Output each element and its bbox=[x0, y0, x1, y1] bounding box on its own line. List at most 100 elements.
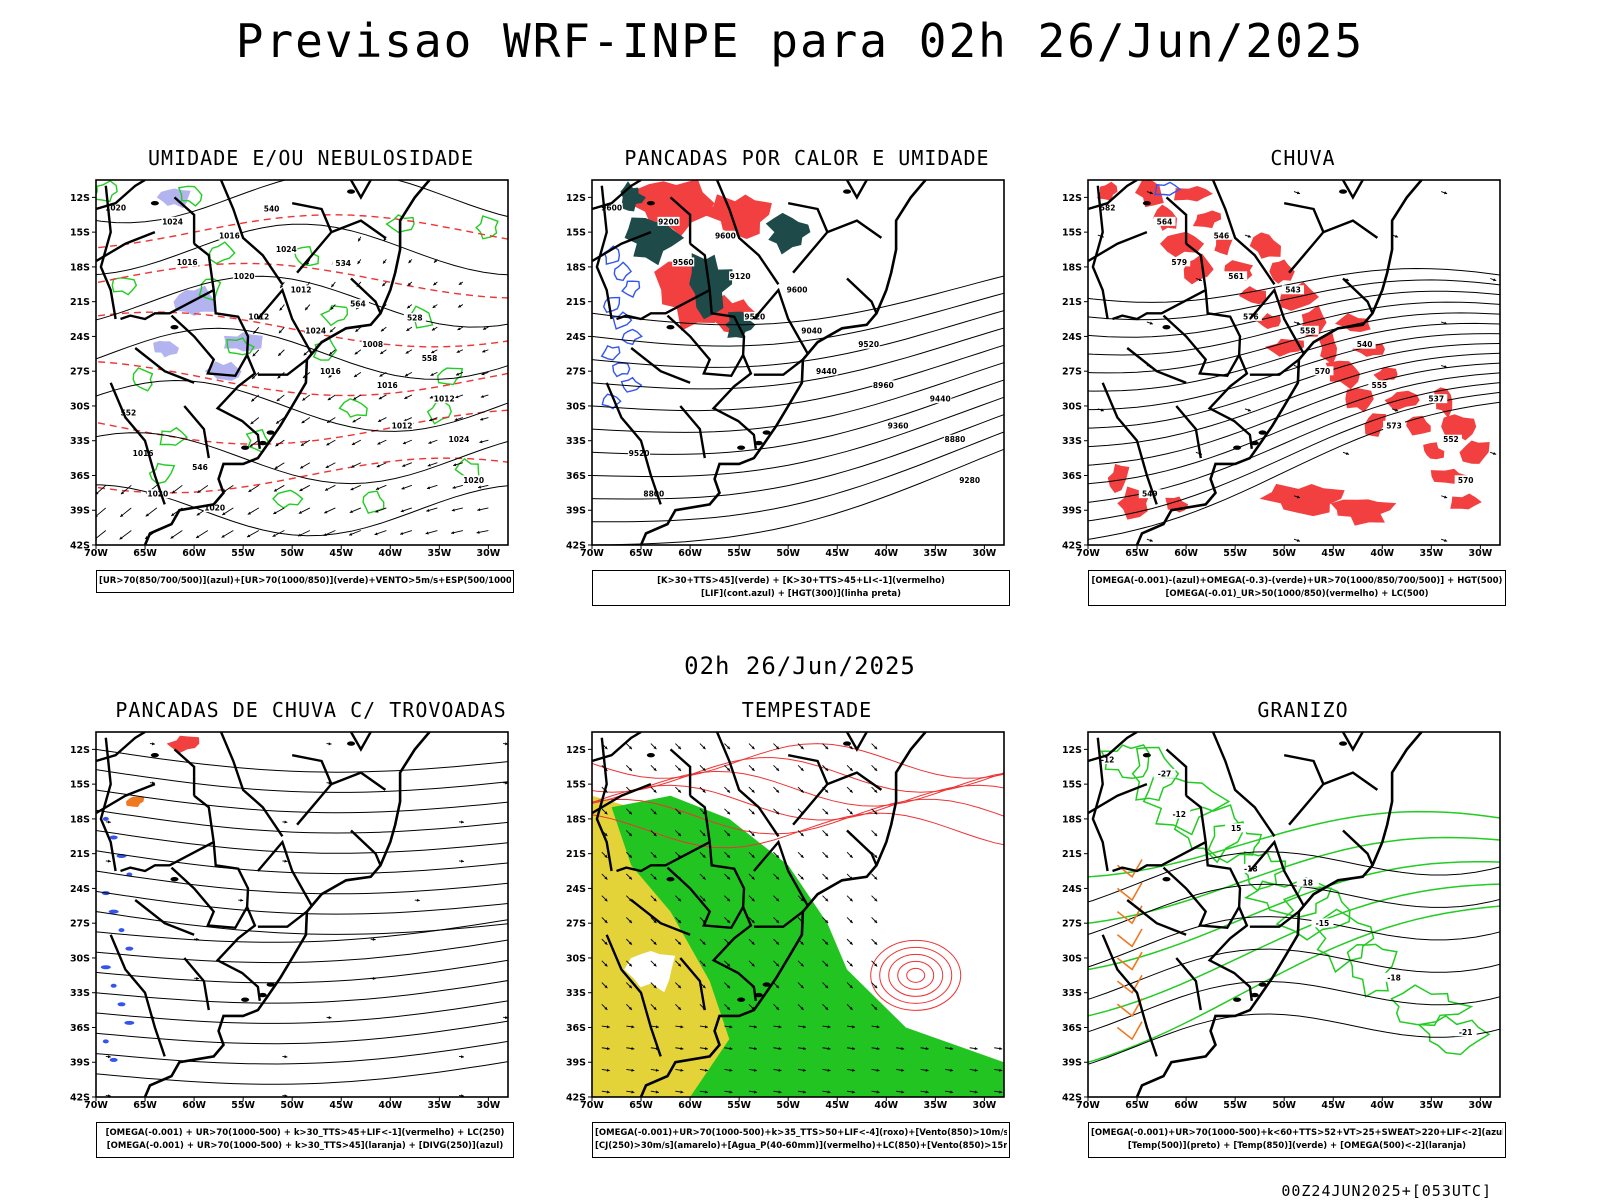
temp850-green-contour bbox=[1312, 908, 1375, 974]
wind-vector-head bbox=[800, 789, 804, 793]
contour-label-bg bbox=[1296, 877, 1319, 887]
streamline-arrow-head bbox=[152, 742, 155, 746]
coastline bbox=[143, 180, 431, 545]
country-border bbox=[183, 405, 210, 459]
wind-vector-head bbox=[378, 419, 382, 422]
lake bbox=[266, 982, 275, 987]
divergence-blue-mark bbox=[110, 983, 117, 988]
temp850-green-contour bbox=[1088, 905, 1500, 1063]
wind-vector-head bbox=[479, 440, 483, 444]
lon-tick-label: 35W bbox=[1419, 1100, 1443, 1111]
lat-tick-label: 12S bbox=[70, 745, 90, 756]
lon-tick-label: 50W bbox=[776, 548, 800, 559]
rain-red-area bbox=[1264, 338, 1305, 357]
legend-line: [OMEGA(-0.001) + UR>70(1000-500) + k>30_… bbox=[105, 1128, 505, 1138]
streamline-arrow-head bbox=[107, 859, 111, 863]
country-border bbox=[846, 829, 878, 866]
humidity-green-contour bbox=[208, 241, 236, 265]
contour-label: 9600 bbox=[601, 203, 622, 212]
contour-label: 9440 bbox=[930, 395, 951, 404]
country-border bbox=[753, 358, 804, 376]
wind-vector-head bbox=[303, 352, 307, 356]
contour-label-bg bbox=[376, 380, 399, 390]
omega-orange-contour bbox=[1116, 905, 1143, 925]
wind-vector-head bbox=[628, 876, 632, 880]
wind-vector-head bbox=[628, 746, 632, 750]
country-border bbox=[1342, 829, 1374, 866]
lat-tick-label: 27S bbox=[566, 367, 586, 378]
pressure-contour bbox=[96, 327, 508, 380]
contour-label: 9440 bbox=[816, 367, 837, 376]
streamline-arrow-head bbox=[1100, 408, 1104, 412]
contour-label: 1024 bbox=[449, 435, 470, 444]
omega-orange-contour bbox=[1116, 859, 1143, 878]
wind-vector-head bbox=[606, 1068, 610, 1072]
streamline-arrow-head bbox=[1443, 191, 1448, 195]
wind-vector-head bbox=[351, 464, 355, 468]
wind-vector-head bbox=[653, 1006, 657, 1010]
map-svg: 5825795765705735705645615585555525495465… bbox=[1062, 179, 1501, 559]
wind-vector-head bbox=[604, 898, 608, 902]
lake bbox=[1142, 200, 1151, 206]
divergence-blue-mark bbox=[118, 928, 125, 933]
streamline-arrow-head bbox=[1247, 234, 1251, 238]
wind-vector-head bbox=[301, 420, 305, 424]
contour-label-bg bbox=[260, 204, 283, 214]
country-border bbox=[1091, 185, 1109, 320]
lat-tick-label: 24S bbox=[70, 884, 90, 895]
country-border bbox=[826, 219, 883, 239]
omega-blue-contour bbox=[1154, 181, 1182, 196]
wind-vector-head bbox=[751, 746, 755, 750]
wind-vector-head bbox=[275, 443, 279, 447]
lat-tick-label: 36S bbox=[1062, 1023, 1082, 1034]
omega-orange-contour bbox=[1116, 951, 1143, 971]
streamline-arrow-head bbox=[372, 976, 376, 980]
contour-label-bg bbox=[418, 353, 441, 363]
lake bbox=[1162, 324, 1171, 330]
wind-vector-head bbox=[631, 1047, 635, 1051]
contour-label-bg bbox=[403, 313, 426, 323]
streamline-arrow-head bbox=[1443, 495, 1448, 499]
wind-vector-head bbox=[482, 326, 487, 330]
streamline bbox=[96, 939, 508, 964]
country-border bbox=[752, 287, 809, 355]
wind-vector-head bbox=[874, 767, 878, 771]
contour-label: 564 bbox=[1157, 217, 1173, 226]
wind-vector-head bbox=[800, 985, 804, 989]
country-border bbox=[173, 196, 196, 244]
streamline-arrow-head bbox=[196, 937, 200, 941]
streamline-arrow-head bbox=[107, 1055, 111, 1059]
legend-line: [OMEGA(-0.001)-(azul)+OMEGA(-0.3)-(verde… bbox=[1091, 576, 1503, 586]
lake bbox=[1258, 982, 1267, 987]
wind-vector-head bbox=[324, 487, 329, 491]
contour-label-bg bbox=[218, 230, 241, 240]
lifted-index-contour bbox=[601, 393, 622, 410]
wind-vector-head bbox=[278, 330, 282, 334]
map-area: 9600 9560 9520 9440 9360 9280 9200 9120 9040 8960… bbox=[592, 180, 1004, 545]
contour-label-bg bbox=[1311, 366, 1334, 376]
lifted-index-contour bbox=[613, 261, 633, 282]
wind-vector-head bbox=[379, 373, 383, 377]
country-border bbox=[1088, 230, 1148, 263]
wind-vector-head bbox=[825, 985, 829, 989]
divergence-blue-mark bbox=[125, 946, 134, 951]
country-border bbox=[666, 289, 746, 378]
streamline-arrow-head bbox=[416, 898, 420, 902]
country-border bbox=[1248, 287, 1305, 355]
wind-vector-head bbox=[653, 789, 657, 793]
humidity-blue-area bbox=[153, 340, 179, 358]
lat-tick-label: 18S bbox=[70, 262, 90, 273]
wind-vector-head bbox=[145, 513, 149, 517]
wind-vector-head bbox=[702, 767, 706, 771]
wind-vector-head bbox=[481, 372, 485, 376]
coastline bbox=[143, 732, 431, 1097]
wind-vector-head bbox=[751, 898, 755, 902]
contour-label-bg bbox=[1168, 257, 1191, 267]
wind-vector-head bbox=[874, 833, 878, 837]
divergence-blue-mark bbox=[100, 965, 111, 970]
map-border bbox=[591, 179, 1005, 546]
wind-vector-head bbox=[778, 1025, 782, 1029]
wind-vector-head bbox=[653, 746, 657, 750]
wind-vector-head bbox=[380, 351, 384, 354]
storm-orange-area bbox=[126, 796, 145, 807]
